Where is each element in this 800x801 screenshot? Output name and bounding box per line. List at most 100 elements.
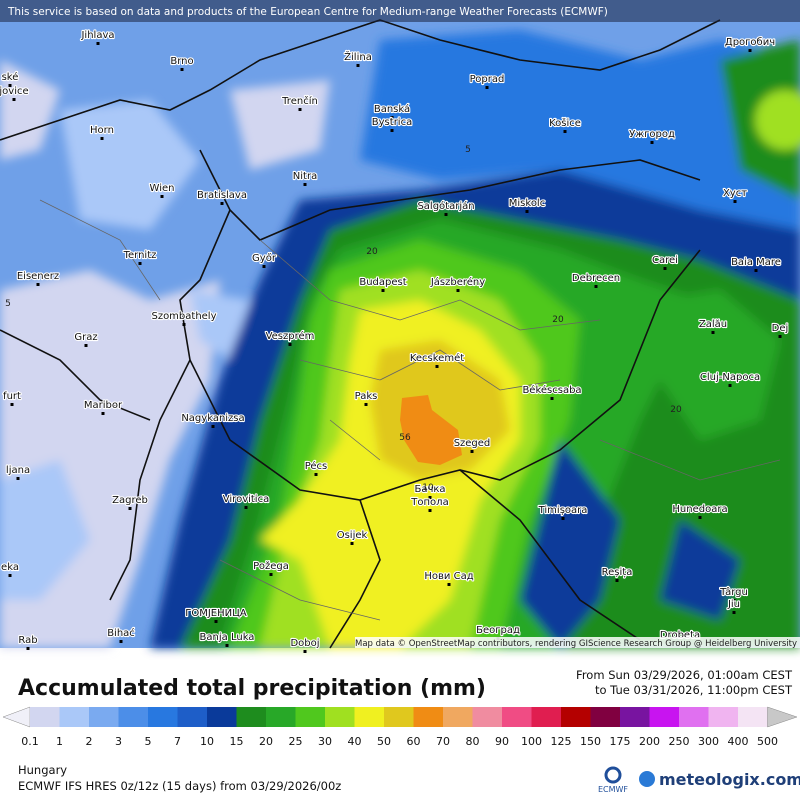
place-dot [698,516,702,519]
place-dot [138,262,142,265]
place-label: Târgu [719,586,748,598]
place-dot [96,42,100,45]
legend-label: 150 [580,735,601,748]
place-dot [182,323,186,326]
place-label: Nitra [293,171,317,182]
place-label: Kecskemét [410,352,464,364]
place-dot [214,620,218,623]
legend-under [2,706,31,728]
place-label: Carei [652,255,678,266]
place-label: Veszprém [266,330,315,342]
legend-swatch [89,707,119,727]
place-label: Ужгород [629,129,675,140]
legend-label: 30 [318,735,332,748]
place-label: Osijek [337,530,368,541]
place-label: jovice [0,86,29,97]
legend-over [767,706,798,728]
place-dot [356,64,360,67]
place-dot [447,583,451,586]
place-dot [350,542,354,545]
legend-swatch [649,707,680,727]
legend-label: 0.1 [21,735,39,748]
place-label: Дрогобич [725,37,775,48]
place-label: Szombathely [151,311,216,322]
legend-swatch [590,707,621,727]
place-label: Poprad [470,74,505,85]
legend-label: 300 [698,735,719,748]
contour-label: 20 [670,405,682,415]
place-dot [444,213,448,216]
place-label: ГОМЈЕНИЦА [185,608,247,619]
place-label: Pécs [305,460,328,472]
place-label: Debrecen [572,273,620,284]
place-dot [748,49,752,52]
legend-swatch [472,707,503,727]
place-dot [119,640,123,643]
legend-swatch [384,707,414,727]
place-dot [733,200,737,203]
legend-swatch [266,707,296,727]
legend-swatch [118,707,149,727]
ecmwf-logo: ECMWF [598,785,628,794]
place-label: Salgótarján [417,200,474,212]
place-label: Szeged [454,438,491,449]
place-label: Београд [476,625,520,636]
legend-swatch [531,707,562,727]
legend-label: 7 [174,735,181,748]
legend-swatch [295,707,326,727]
place-dot [485,86,489,89]
place-dot [381,289,385,292]
place-label: Hunedoara [672,504,727,515]
legend-label: 3 [115,735,122,748]
legend-label: 90 [495,735,509,748]
legend-label: 175 [610,735,631,748]
contour-label: 5 [465,145,471,155]
place-label: Maribor [84,400,123,411]
legend-label: 60 [407,735,421,748]
place-label: Бачка [414,484,445,495]
place-label: Топола [410,497,448,508]
legend-swatch [443,707,473,727]
legend-swatch [413,707,444,727]
model-info: ECMWF IFS HRES 0z/12z (15 days) from 03/… [18,779,341,793]
place-dot [288,343,292,346]
place-label: Baia Mare [731,257,781,268]
place-label: Zagreb [112,495,148,506]
place-label: furt [3,391,21,402]
place-dot [160,195,164,198]
place-dot [303,650,307,653]
place-dot [428,496,432,499]
legend-swatch [207,707,237,727]
legend-swatch [177,707,208,727]
contour-label: 5 [5,299,11,309]
place-label: Doboj [290,638,319,649]
place-dot [10,403,14,406]
contour-label: 20 [366,247,378,257]
place-label: Žilina [344,50,372,63]
place-label: Bihać [107,627,135,639]
legend-label: 100 [521,735,542,748]
place-dot [732,611,736,614]
place-dot [594,285,598,288]
place-label: Нови Сад [424,571,473,582]
place-dot [128,507,132,510]
legend-swatch [561,707,591,727]
place-label: Bratislava [197,190,247,201]
place-label: Békéscsaba [522,384,581,396]
place-dot [211,425,215,428]
place-dot [220,202,224,205]
place-dot [8,84,12,87]
place-dot [84,344,88,347]
legend-swatch [679,707,709,727]
place-dot [728,384,732,387]
place-dot [12,98,16,101]
place-label: Paks [355,391,378,402]
place-label: Timișoara [538,505,588,516]
place-label: Хуст [723,188,747,199]
place-dot [100,137,104,140]
legend-label: 10 [200,735,214,748]
legend-label: 500 [757,735,778,748]
place-dot [550,397,554,400]
